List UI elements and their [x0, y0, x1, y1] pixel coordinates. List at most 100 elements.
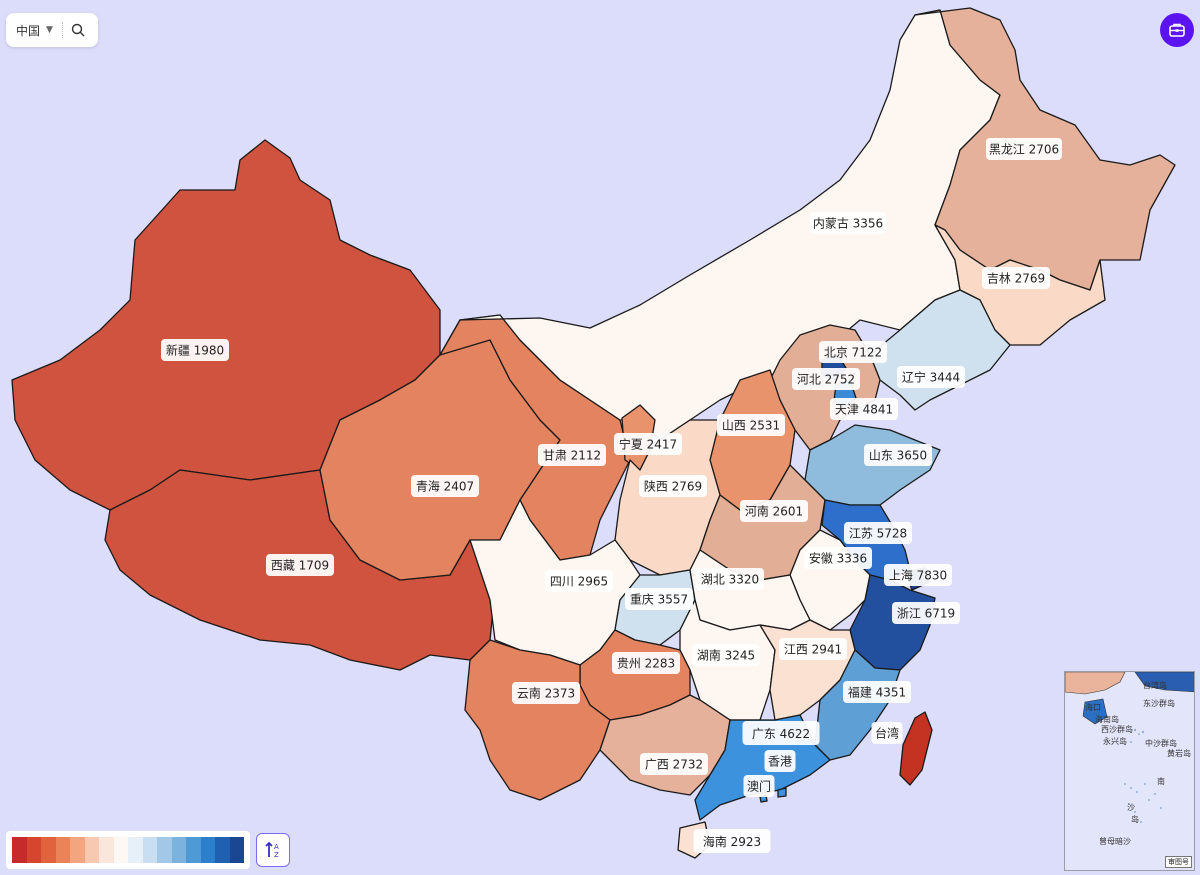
- province-label: 天津 4841: [830, 398, 898, 420]
- province-label-text: 海南 2923: [703, 834, 761, 849]
- south-china-sea-inset: 台湾岛 海南岛 东沙群岛 西沙群岛 中沙群岛 永兴岛 黄岩岛 南 沙 岛 曾母暗…: [1064, 671, 1195, 871]
- province-label-text: 河南 2601: [745, 503, 803, 518]
- province-label: 江西 2941: [779, 638, 847, 660]
- legend-swatch: [229, 837, 244, 863]
- legend-swatch: [12, 837, 27, 863]
- province-label: 安徽 3336: [804, 547, 872, 569]
- province-label-text: 重庆 3557: [630, 592, 688, 606]
- province-label-text: 贵州 2283: [617, 656, 675, 670]
- legend-swatch: [171, 837, 186, 863]
- province-label-text: 江西 2941: [784, 642, 842, 656]
- province-label-text: 湖南 3245: [697, 647, 755, 662]
- legend-swatch: [200, 837, 215, 863]
- province-label-text: 甘肃 2112: [543, 448, 601, 462]
- province-label-text: 香港: [768, 754, 792, 768]
- province-label-text: 天津 4841: [835, 402, 893, 416]
- province-label: 辽宁 3444: [897, 366, 965, 388]
- province-label-text: 山西 2531: [722, 418, 780, 432]
- svg-text:Z: Z: [274, 851, 279, 859]
- inset-label-sha: 沙: [1127, 803, 1135, 812]
- region-dropdown[interactable]: 中国 ▼: [6, 13, 53, 47]
- province-label-text: 台湾: [875, 725, 899, 740]
- province-label-text: 黑龙江 2706: [989, 142, 1059, 156]
- province-label-text: 新疆 1980: [166, 342, 224, 357]
- legend-swatch: [215, 837, 230, 863]
- province-label: 湖北 3320: [696, 568, 764, 590]
- province-label: 上海 7830: [884, 564, 952, 586]
- province-label-text: 广西 2732: [645, 757, 703, 771]
- legend-swatch: [70, 837, 85, 863]
- province-taiwan[interactable]: [899, 711, 933, 786]
- province-label: 吉林 2769: [982, 267, 1050, 289]
- province-label-text: 湖北 3320: [701, 571, 759, 586]
- province-label: 山西 2531: [717, 414, 785, 436]
- caret-down-icon: ▼: [46, 25, 53, 35]
- region-selector[interactable]: 中国 ▼: [6, 13, 98, 47]
- legend-swatch: [26, 837, 41, 863]
- inset-label-taiwan: 台湾岛: [1143, 681, 1167, 690]
- inset-label-zengmu: 曾母暗沙: [1099, 837, 1131, 846]
- province-label: 广西 2732: [640, 753, 708, 775]
- inset-label-dongsha: 东沙群岛: [1143, 699, 1175, 708]
- province-label: 重庆 3557: [625, 588, 693, 610]
- province-label: 澳门: [743, 775, 775, 797]
- province-label: 广东 4622: [742, 721, 820, 745]
- province-label: 四川 2965: [545, 570, 613, 592]
- legend-swatch: [157, 837, 172, 863]
- province-label-text: 四川 2965: [550, 574, 608, 588]
- province-label: 新疆 1980: [161, 339, 229, 361]
- province-label-text: 青海 2407: [416, 478, 474, 493]
- sort-button[interactable]: A Z: [256, 833, 290, 867]
- inset-label-xisha: 西沙群岛: [1101, 725, 1133, 734]
- province-label-text: 江苏 5728: [849, 526, 907, 540]
- legend-swatch: [41, 837, 56, 863]
- inset-map: [1065, 672, 1194, 823]
- region-label: 中国: [16, 23, 41, 38]
- inset-label-hainan: 海南岛: [1095, 715, 1119, 724]
- province-label-text: 吉林 2769: [987, 271, 1045, 285]
- province-label-text: 福建 4351: [848, 684, 906, 699]
- province-label: 海南 2923: [693, 829, 771, 853]
- map-approval-stamp: 审图号: [1165, 856, 1192, 868]
- province-label: 江苏 5728: [844, 522, 912, 544]
- province-label: 陕西 2769: [639, 475, 707, 497]
- legend-swatch: [99, 837, 114, 863]
- province-label-text: 陕西 2769: [644, 478, 702, 493]
- briefcase-icon: [1169, 23, 1185, 37]
- inset-label-zhongsha: 中沙群岛: [1145, 739, 1177, 748]
- province-label: 黑龙江 2706: [986, 138, 1062, 160]
- province-label-text: 浙江 6719: [897, 606, 955, 620]
- province-label: 北京 7122: [819, 341, 887, 363]
- province-label-text: 河北 2752: [797, 372, 855, 386]
- legend-swatch: [113, 837, 128, 863]
- province-label-text: 广东 4622: [752, 727, 810, 741]
- legend-swatch: [142, 837, 157, 863]
- legend-swatch: [55, 837, 70, 863]
- province-label-text: 澳门: [747, 778, 771, 793]
- toolbox-button[interactable]: [1160, 13, 1194, 47]
- inset-label-dao: 岛: [1131, 815, 1139, 824]
- province-label-text: 宁夏 2417: [619, 436, 677, 451]
- province-label: 福建 4351: [843, 681, 911, 703]
- province-label: 湖南 3245: [692, 644, 760, 666]
- province-label: 河南 2601: [740, 500, 808, 522]
- province-label: 山东 3650: [864, 444, 932, 466]
- province-label: 香港: [764, 750, 796, 772]
- province-label-text: 安徽 3336: [809, 550, 867, 565]
- legend-swatches: [12, 837, 244, 863]
- inset-label-yongxing: 永兴岛: [1103, 737, 1127, 746]
- legend-swatch: [84, 837, 99, 863]
- province-label-text: 北京 7122: [824, 345, 882, 359]
- province-label-text: 西藏 1709: [271, 558, 329, 572]
- province-label-text: 内蒙古 3356: [813, 215, 883, 230]
- inset-label-nan: 南: [1157, 777, 1165, 786]
- province-label: 甘肃 2112: [538, 444, 606, 466]
- color-scale-legend: [6, 831, 250, 869]
- inset-label-haikou: 海口: [1085, 703, 1101, 712]
- province-hongkong[interactable]: [777, 787, 787, 798]
- search-button[interactable]: [71, 13, 85, 47]
- province-label: 青海 2407: [411, 475, 479, 497]
- inset-label-huangyan: 黄岩岛: [1167, 749, 1191, 758]
- svg-text:A: A: [274, 843, 279, 851]
